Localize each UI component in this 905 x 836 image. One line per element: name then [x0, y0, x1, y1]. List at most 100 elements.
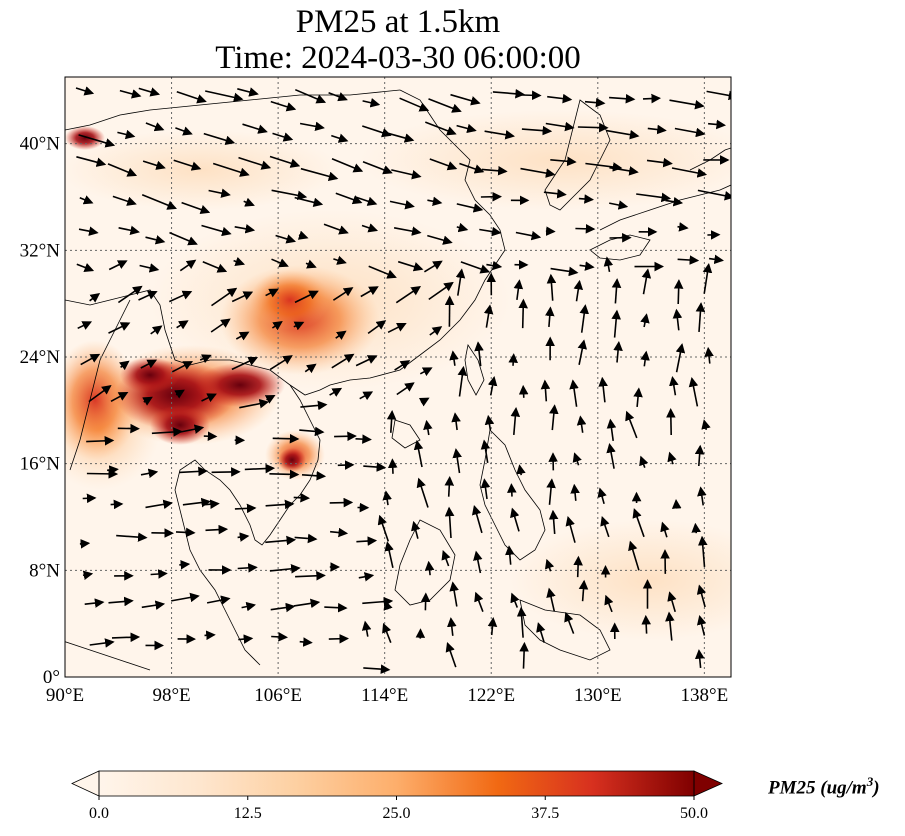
wind-arrow — [275, 234, 297, 244]
wind-arrow — [208, 188, 231, 198]
wind-arrow — [212, 162, 250, 177]
wind-arrow — [363, 462, 387, 472]
wind-arrow — [456, 123, 477, 134]
wind-arrow — [473, 550, 483, 574]
wind-arrow — [505, 545, 515, 565]
wind-arrow — [424, 560, 435, 576]
wind-arrow — [576, 415, 587, 433]
wind-arrow — [334, 431, 357, 442]
wind-arrow — [294, 196, 324, 208]
longitude-tick-label: 114°E — [361, 685, 408, 706]
wind-arrow — [108, 322, 131, 334]
wind-arrow — [577, 122, 609, 133]
wind-arrow — [609, 166, 639, 176]
wind-arrow — [361, 620, 372, 637]
wind-arrow — [646, 157, 673, 168]
wind-arrow — [359, 391, 374, 401]
wind-arrow — [182, 497, 211, 508]
wind-arrow — [180, 424, 205, 434]
wind-arrow — [111, 632, 141, 643]
wind-arrow — [150, 325, 163, 335]
wind-arrow — [604, 594, 614, 613]
wind-arrow — [363, 664, 391, 674]
wind-arrow — [299, 426, 325, 437]
wind-arrow — [269, 469, 300, 480]
wind-arrow — [579, 261, 595, 271]
wind-arrow — [176, 320, 189, 330]
wind-arrow — [510, 592, 520, 608]
wind-arrow — [233, 256, 246, 266]
latitude-tick-label: 40°N — [20, 134, 61, 155]
wind-arrow — [138, 290, 158, 301]
wind-arrow — [76, 263, 95, 272]
wind-arrow — [86, 469, 119, 479]
wind-arrow — [459, 162, 485, 174]
wind-arrow — [546, 587, 556, 612]
wind-arrow — [265, 535, 297, 546]
wind-arrow — [108, 596, 134, 607]
wind-arrow — [449, 350, 459, 366]
wind-arrow — [171, 361, 194, 373]
wind-arrow — [205, 90, 244, 103]
wind-arrow — [671, 499, 682, 509]
map-frame — [64, 76, 732, 678]
wind-arrow — [231, 291, 254, 303]
wind-arrow — [201, 393, 217, 403]
wind-arrow — [547, 93, 573, 104]
wind-arrow — [579, 304, 590, 333]
wind-arrow — [492, 88, 525, 99]
wind-arrow — [625, 410, 638, 439]
wind-arrow — [480, 439, 491, 464]
colorbar-tick-label: 0.0 — [89, 805, 109, 822]
wind-arrow — [117, 285, 143, 304]
wind-arrow — [150, 569, 168, 579]
wind-arrow — [82, 570, 94, 580]
wind-arrow — [584, 97, 606, 108]
wind-arrow — [603, 256, 614, 273]
wind-arrow — [237, 87, 259, 97]
wind-arrow — [508, 353, 518, 366]
wind-arrow — [540, 379, 551, 402]
wind-arrow — [425, 121, 457, 136]
wind-arrow — [142, 160, 166, 170]
wind-arrow — [199, 354, 212, 364]
wind-arrow — [570, 483, 580, 501]
colorbar-tick-label: 50.0 — [680, 805, 708, 822]
wind-arrow — [329, 387, 343, 397]
wind-arrow — [239, 398, 270, 409]
wind-arrow — [141, 193, 177, 210]
wind-arrow — [642, 93, 661, 104]
wind-arrow — [688, 377, 699, 407]
wind-arrow — [293, 321, 305, 331]
wind-arrow — [516, 464, 526, 476]
wind-arrow — [293, 598, 321, 609]
wind-arrow — [368, 265, 397, 279]
latitude-tick-label: 16°N — [20, 454, 61, 475]
wind-arrow — [445, 641, 457, 668]
wind-arrow — [575, 224, 596, 234]
wind-arrow — [609, 93, 636, 104]
wind-arrow — [179, 560, 191, 570]
wind-arrow — [423, 260, 443, 273]
wind-arrow — [613, 341, 623, 363]
longitude-tick-label: 138°E — [681, 685, 729, 706]
wind-arrow — [484, 130, 515, 140]
wind-arrow — [411, 520, 421, 539]
wind-arrow — [206, 595, 231, 605]
wind-arrow — [299, 637, 313, 647]
wind-arrow — [139, 263, 160, 273]
wind-arrow — [234, 224, 256, 234]
colorbar-min-extend — [71, 770, 100, 797]
wind-arrow — [578, 194, 594, 204]
wind-arrow — [429, 158, 458, 171]
wind-arrow — [479, 226, 502, 237]
latitude-tick-label: 24°N — [20, 347, 61, 368]
colorbar-title: PM25 (ug/m3) — [768, 774, 880, 799]
wind-arrow — [89, 638, 115, 648]
wind-arrow — [117, 129, 136, 140]
wind-arrow — [515, 230, 542, 241]
wind-vectors — [75, 86, 731, 674]
wind-arrow — [399, 97, 430, 112]
wind-arrow — [694, 649, 705, 668]
